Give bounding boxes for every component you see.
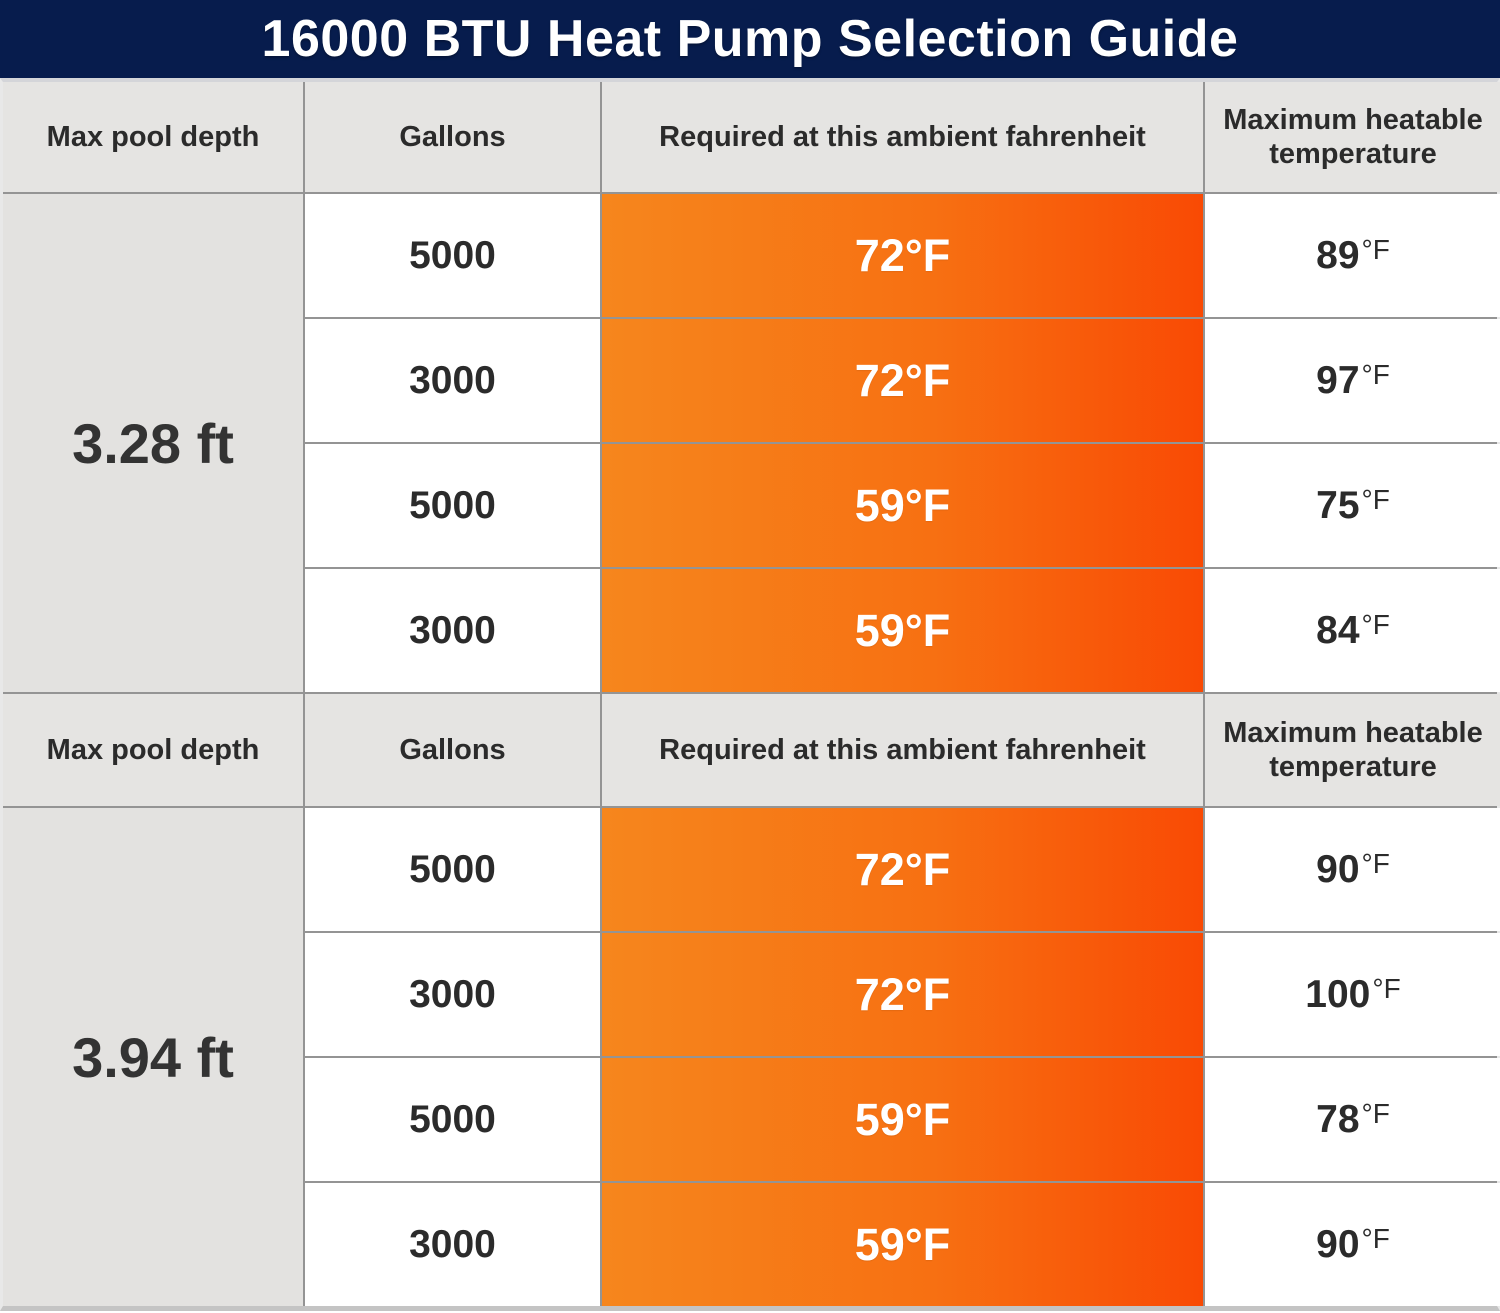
- ambient-temp-cell: 72°F: [602, 933, 1203, 1056]
- page-title: 16000 BTU Heat Pump Selection Guide: [261, 10, 1239, 68]
- column-header-gallons: Gallons: [305, 82, 600, 192]
- max-temp-unit: °F: [1361, 608, 1390, 640]
- max-temp-unit: °F: [1361, 358, 1390, 390]
- max-temp-value: 90: [1316, 1222, 1360, 1266]
- column-header-max-pool-depth: Max pool depth: [3, 694, 303, 806]
- gallons-cell: 5000: [305, 444, 600, 567]
- max-temp-value: 89: [1316, 233, 1360, 277]
- max-temp-cell: 90 °F: [1205, 808, 1500, 931]
- title-bar: 16000 BTU Heat Pump Selection Guide: [0, 0, 1500, 78]
- max-temp-cell: 89 °F: [1205, 194, 1500, 317]
- column-header-ambient: Required at this ambient fahrenheit: [602, 694, 1203, 806]
- max-temp-value: 97: [1316, 358, 1360, 402]
- max-temp-cell: 97 °F: [1205, 319, 1500, 442]
- gallons-cell: 5000: [305, 808, 600, 931]
- ambient-temp-cell: 59°F: [602, 1183, 1203, 1306]
- ambient-temp-cell: 72°F: [602, 194, 1203, 317]
- max-temp-cell: 100 °F: [1205, 933, 1500, 1056]
- max-temp-unit: °F: [1372, 972, 1401, 1004]
- max-temp-unit: °F: [1361, 233, 1390, 265]
- max-temp-unit: °F: [1361, 847, 1390, 879]
- selection-table: Max pool depth Gallons Required at this …: [0, 78, 1500, 1311]
- gallons-cell: 3000: [305, 933, 600, 1056]
- column-header-max-temp: Maximum heatable temperature: [1205, 82, 1500, 192]
- column-header-max-temp: Maximum heatable temperature: [1205, 694, 1500, 806]
- max-temp-cell: 90 °F: [1205, 1183, 1500, 1306]
- max-temp-value: 78: [1316, 1097, 1360, 1141]
- gallons-cell: 3000: [305, 569, 600, 692]
- max-temp-value: 75: [1316, 483, 1360, 527]
- max-temp-value: 100: [1305, 972, 1371, 1016]
- column-header-ambient: Required at this ambient fahrenheit: [602, 82, 1203, 192]
- ambient-temp-cell: 72°F: [602, 319, 1203, 442]
- max-temp-unit: °F: [1361, 483, 1390, 515]
- column-header-gallons: Gallons: [305, 694, 600, 806]
- max-temp-unit: °F: [1361, 1222, 1390, 1254]
- gallons-cell: 5000: [305, 1058, 600, 1181]
- depth-cell: 3.94 ft: [3, 808, 303, 1306]
- ambient-temp-cell: 59°F: [602, 1058, 1203, 1181]
- max-temp-cell: 75 °F: [1205, 444, 1500, 567]
- gallons-cell: 3000: [305, 319, 600, 442]
- max-temp-unit: °F: [1361, 1097, 1390, 1129]
- max-temp-value: 90: [1316, 847, 1360, 891]
- ambient-temp-cell: 59°F: [602, 444, 1203, 567]
- max-temp-cell: 78 °F: [1205, 1058, 1500, 1181]
- ambient-temp-cell: 59°F: [602, 569, 1203, 692]
- gallons-cell: 3000: [305, 1183, 600, 1306]
- column-header-max-pool-depth: Max pool depth: [3, 82, 303, 192]
- gallons-cell: 5000: [305, 194, 600, 317]
- ambient-temp-cell: 72°F: [602, 808, 1203, 931]
- max-temp-value: 84: [1316, 608, 1360, 652]
- depth-cell: 3.28 ft: [3, 194, 303, 692]
- max-temp-cell: 84 °F: [1205, 569, 1500, 692]
